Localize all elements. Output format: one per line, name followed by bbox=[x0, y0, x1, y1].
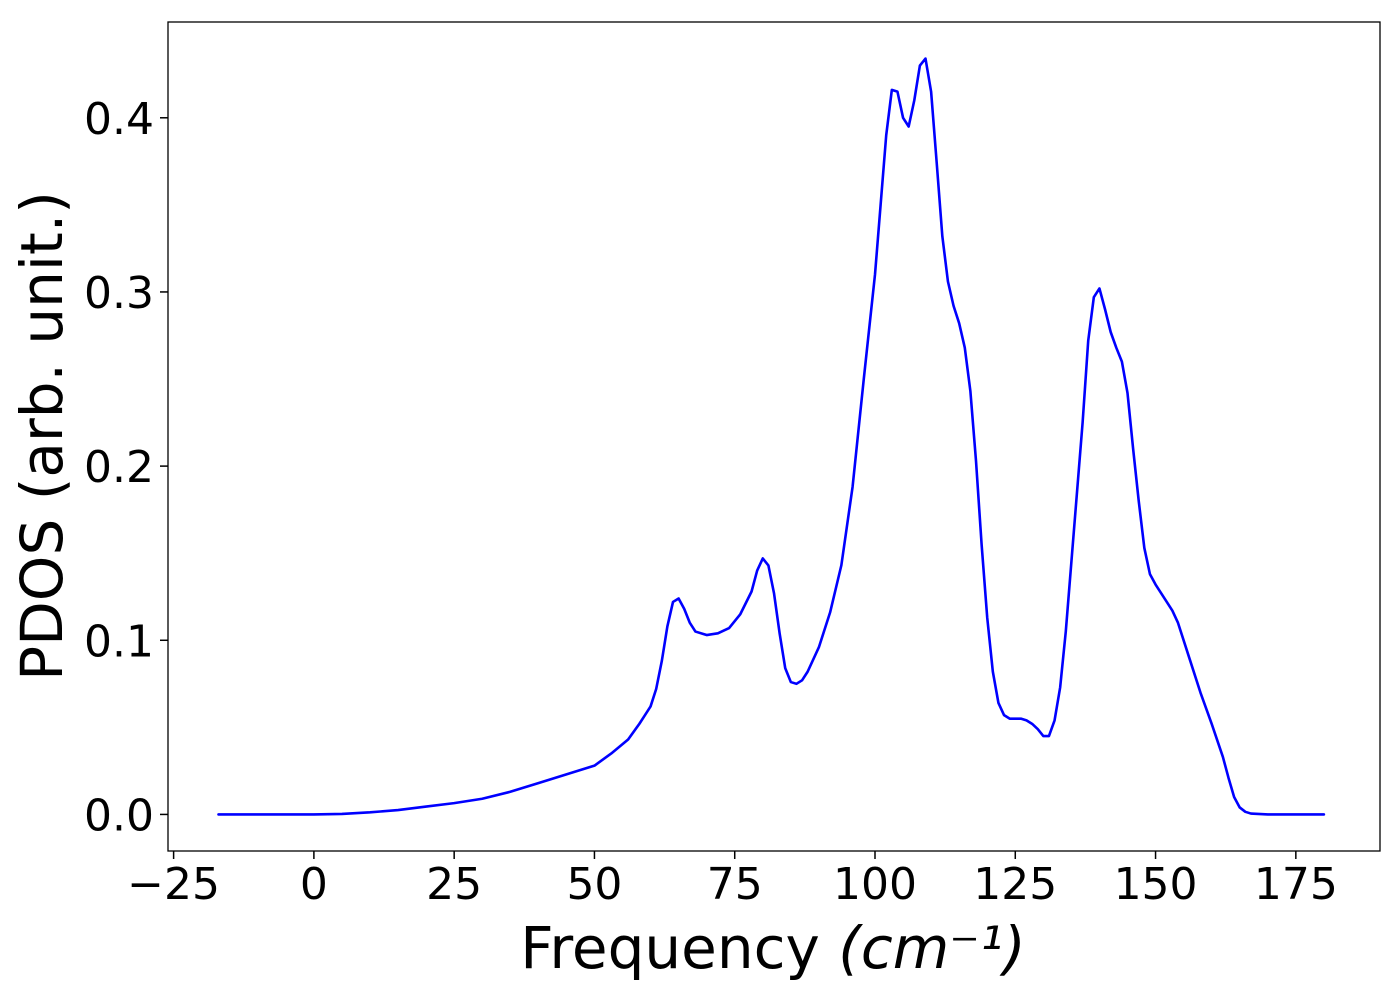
axes-frame bbox=[167, 21, 1381, 852]
y-tick-label: 0.2 bbox=[84, 442, 154, 493]
x-tick-label: −25 bbox=[127, 859, 220, 910]
x-tick-label: 100 bbox=[833, 859, 917, 910]
x-axis-label: Frequency (cm⁻¹) bbox=[520, 914, 1026, 982]
y-axis-ticks: 0.0 0.1 0.2 0.3 0.4 bbox=[84, 94, 168, 841]
y-tick-label: 0.1 bbox=[84, 616, 154, 667]
x-tick-label: 150 bbox=[1114, 859, 1198, 910]
x-tick-label: 75 bbox=[707, 859, 763, 910]
x-tick-label: 25 bbox=[426, 859, 482, 910]
y-axis-label: PDOS (arb. unit.) bbox=[8, 191, 76, 681]
y-tick-label: 0.3 bbox=[84, 268, 154, 319]
x-axis-ticks: −25 0 25 50 75 100 125 150 175 bbox=[127, 851, 1338, 910]
x-tick-label: 50 bbox=[566, 859, 622, 910]
x-tick-label: 0 bbox=[300, 859, 328, 910]
y-tick-label: 0.4 bbox=[84, 94, 154, 145]
plot-area bbox=[217, 57, 1326, 816]
pdos-series-line bbox=[217, 57, 1326, 816]
x-tick-label: 175 bbox=[1254, 859, 1338, 910]
x-tick-label: 125 bbox=[973, 859, 1057, 910]
x-axis-unit: (cm⁻¹) bbox=[838, 914, 1026, 982]
y-tick-label: 0.0 bbox=[84, 790, 154, 841]
